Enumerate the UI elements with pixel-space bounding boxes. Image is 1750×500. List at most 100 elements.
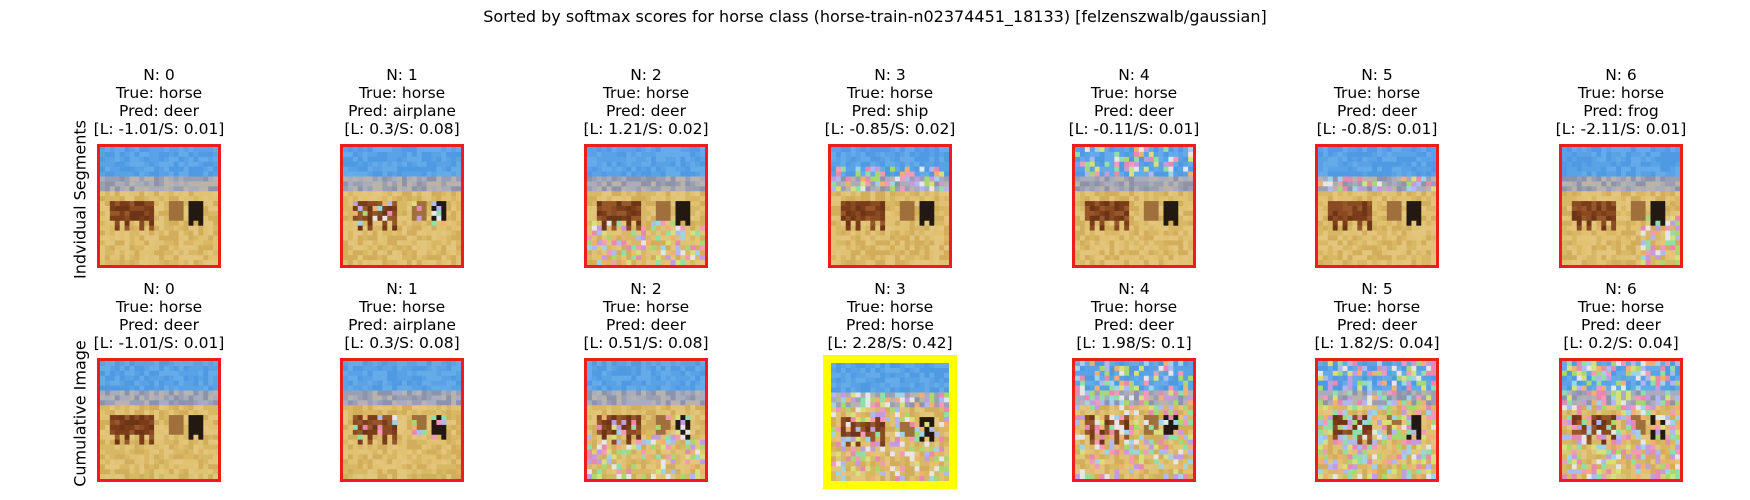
image-frame xyxy=(340,144,464,268)
horse-image xyxy=(831,363,949,481)
image-frame xyxy=(584,358,708,482)
panel-true-label: True: horse xyxy=(846,298,934,316)
horse-image xyxy=(1318,361,1436,479)
panel-true-label: True: horse xyxy=(1333,84,1421,102)
horse-image xyxy=(100,147,218,265)
panel-n-label: N: 3 xyxy=(874,280,906,298)
panel-true-label: True: horse xyxy=(1577,84,1665,102)
panel-n-label: N: 4 xyxy=(1118,280,1150,298)
panel-caption: N: 1 True: horse Pred: airplane [L: 0.3/S: … xyxy=(282,66,522,138)
panel-n-label: N: 0 xyxy=(143,66,175,84)
panel-n-label: N: 6 xyxy=(1605,280,1637,298)
panel-caption: N: 2 True: horse Pred: deer [L: 1.21/S: 0.0… xyxy=(526,66,766,138)
panel-r0-n5: N: 5 True: horse Pred: deer [L: -0.8/S: 0.0… xyxy=(1257,66,1497,268)
panel-n-label: N: 1 xyxy=(386,66,418,84)
panel-score-label: [L: -1.01/S: 0.01] xyxy=(93,120,225,138)
panel-pred-label: Pred: deer xyxy=(1337,102,1417,120)
horse-image xyxy=(831,147,949,265)
panel-n-label: N: 1 xyxy=(386,280,418,298)
panel-score-label: [L: -0.85/S: 0.02] xyxy=(824,120,956,138)
horse-image xyxy=(587,361,705,479)
panel-pred-label: Pred: deer xyxy=(119,102,199,120)
panel-r0-n0: N: 0 True: horse Pred: deer [L: -1.01/S: 0.… xyxy=(39,66,279,268)
horse-image xyxy=(1562,147,1680,265)
image-frame xyxy=(828,144,952,268)
panel-caption: N: 2 True: horse Pred: deer [L: 0.51/S: 0.0… xyxy=(526,280,766,352)
panel-caption: N: 4 True: horse Pred: deer [L: -0.11/S: 0.… xyxy=(1014,66,1254,138)
panel-true-label: True: horse xyxy=(1333,298,1421,316)
panel-pred-label: Pred: deer xyxy=(1094,316,1174,334)
image-frame xyxy=(584,144,708,268)
image-frame xyxy=(1315,358,1439,482)
panel-caption: N: 0 True: horse Pred: deer [L: -1.01/S: 0.… xyxy=(39,280,279,352)
panel-true-label: True: horse xyxy=(602,84,690,102)
image-frame xyxy=(340,358,464,482)
image-frame xyxy=(97,144,221,268)
panel-caption: N: 4 True: horse Pred: deer [L: 1.98/S: 0.1… xyxy=(1014,280,1254,352)
panel-caption: N: 6 True: horse Pred: deer [L: 0.2/S: 0.04… xyxy=(1501,280,1741,352)
panel-true-label: True: horse xyxy=(115,84,203,102)
panel-pred-label: Pred: deer xyxy=(119,316,199,334)
panel-pred-label: Pred: airplane xyxy=(348,102,456,120)
figure-title: Sorted by softmax scores for horse class… xyxy=(483,7,1267,26)
panel-score-label: [L: 0.2/S: 0.04] xyxy=(1563,334,1679,352)
panel-true-label: True: horse xyxy=(846,84,934,102)
panel-pred-label: Pred: frog xyxy=(1583,102,1659,120)
panel-true-label: True: horse xyxy=(1090,298,1178,316)
panel-r0-n1: N: 1 True: horse Pred: airplane [L: 0.3/S: … xyxy=(282,66,522,268)
panel-n-label: N: 5 xyxy=(1361,280,1393,298)
panel-score-label: [L: -0.8/S: 0.01] xyxy=(1316,120,1438,138)
panel-score-label: [L: 1.21/S: 0.02] xyxy=(583,120,709,138)
panel-r0-n3: N: 3 True: horse Pred: ship [L: -0.85/S: 0.… xyxy=(770,66,1010,268)
panel-pred-label: Pred: deer xyxy=(1581,316,1661,334)
image-frame xyxy=(1559,144,1683,268)
panel-score-label: [L: -0.11/S: 0.01] xyxy=(1068,120,1200,138)
panel-n-label: N: 6 xyxy=(1605,66,1637,84)
panel-pred-label: Pred: deer xyxy=(1094,102,1174,120)
panel-r1-n5: N: 5 True: horse Pred: deer [L: 1.82/S: 0.0… xyxy=(1257,280,1497,482)
panel-r1-n3: N: 3 True: horse Pred: horse [L: 2.28/S: 0.… xyxy=(770,280,1010,489)
image-frame xyxy=(1315,144,1439,268)
panel-score-label: [L: 1.82/S: 0.04] xyxy=(1314,334,1440,352)
panel-score-label: [L: 0.51/S: 0.08] xyxy=(583,334,709,352)
image-frame xyxy=(1559,358,1683,482)
horse-image xyxy=(587,147,705,265)
horse-image xyxy=(1318,147,1436,265)
panel-r1-n6: N: 6 True: horse Pred: deer [L: 0.2/S: 0.04… xyxy=(1501,280,1741,482)
panel-true-label: True: horse xyxy=(358,84,446,102)
panel-true-label: True: horse xyxy=(115,298,203,316)
panel-caption: N: 6 True: horse Pred: frog [L: -2.11/S: 0.… xyxy=(1501,66,1741,138)
panel-caption: N: 0 True: horse Pred: deer [L: -1.01/S: 0.… xyxy=(39,66,279,138)
panel-pred-label: Pred: deer xyxy=(606,102,686,120)
horse-image xyxy=(100,361,218,479)
panel-n-label: N: 5 xyxy=(1361,66,1393,84)
panel-r0-n4: N: 4 True: horse Pred: deer [L: -0.11/S: 0.… xyxy=(1014,66,1254,268)
panel-true-label: True: horse xyxy=(1577,298,1665,316)
horse-image xyxy=(1562,361,1680,479)
panel-r1-n2: N: 2 True: horse Pred: deer [L: 0.51/S: 0.0… xyxy=(526,280,766,482)
horse-image xyxy=(343,361,461,479)
panel-caption: N: 5 True: horse Pred: deer [L: -0.8/S: 0.0… xyxy=(1257,66,1497,138)
panel-n-label: N: 2 xyxy=(630,66,662,84)
panel-n-label: N: 4 xyxy=(1118,66,1150,84)
panel-pred-label: Pred: deer xyxy=(606,316,686,334)
panel-score-label: [L: -2.11/S: 0.01] xyxy=(1555,120,1687,138)
panel-caption: N: 1 True: horse Pred: airplane [L: 0.3/S: … xyxy=(282,280,522,352)
panel-caption: N: 3 True: horse Pred: horse [L: 2.28/S: 0.… xyxy=(770,280,1010,352)
image-frame xyxy=(1072,144,1196,268)
panel-r0-n2: N: 2 True: horse Pred: deer [L: 1.21/S: 0.0… xyxy=(526,66,766,268)
panel-true-label: True: horse xyxy=(1090,84,1178,102)
panel-pred-label: Pred: deer xyxy=(1337,316,1417,334)
panel-true-label: True: horse xyxy=(358,298,446,316)
image-frame xyxy=(97,358,221,482)
panel-true-label: True: horse xyxy=(602,298,690,316)
panel-r1-n0: N: 0 True: horse Pred: deer [L: -1.01/S: 0.… xyxy=(39,280,279,482)
panel-n-label: N: 2 xyxy=(630,280,662,298)
panel-score-label: [L: -1.01/S: 0.01] xyxy=(93,334,225,352)
horse-image xyxy=(343,147,461,265)
panel-r1-n1: N: 1 True: horse Pred: airplane [L: 0.3/S: … xyxy=(282,280,522,482)
panel-r0-n6: N: 6 True: horse Pred: frog [L: -2.11/S: 0.… xyxy=(1501,66,1741,268)
panel-score-label: [L: 2.28/S: 0.42] xyxy=(827,334,953,352)
panel-pred-label: Pred: horse xyxy=(846,316,934,334)
row-label-cumulative-image: Cumulative Image xyxy=(70,340,90,487)
